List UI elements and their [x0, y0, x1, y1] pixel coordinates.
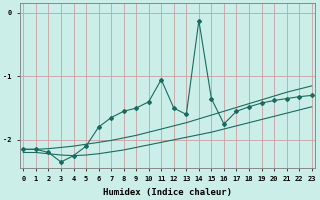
X-axis label: Humidex (Indice chaleur): Humidex (Indice chaleur) [103, 188, 232, 197]
